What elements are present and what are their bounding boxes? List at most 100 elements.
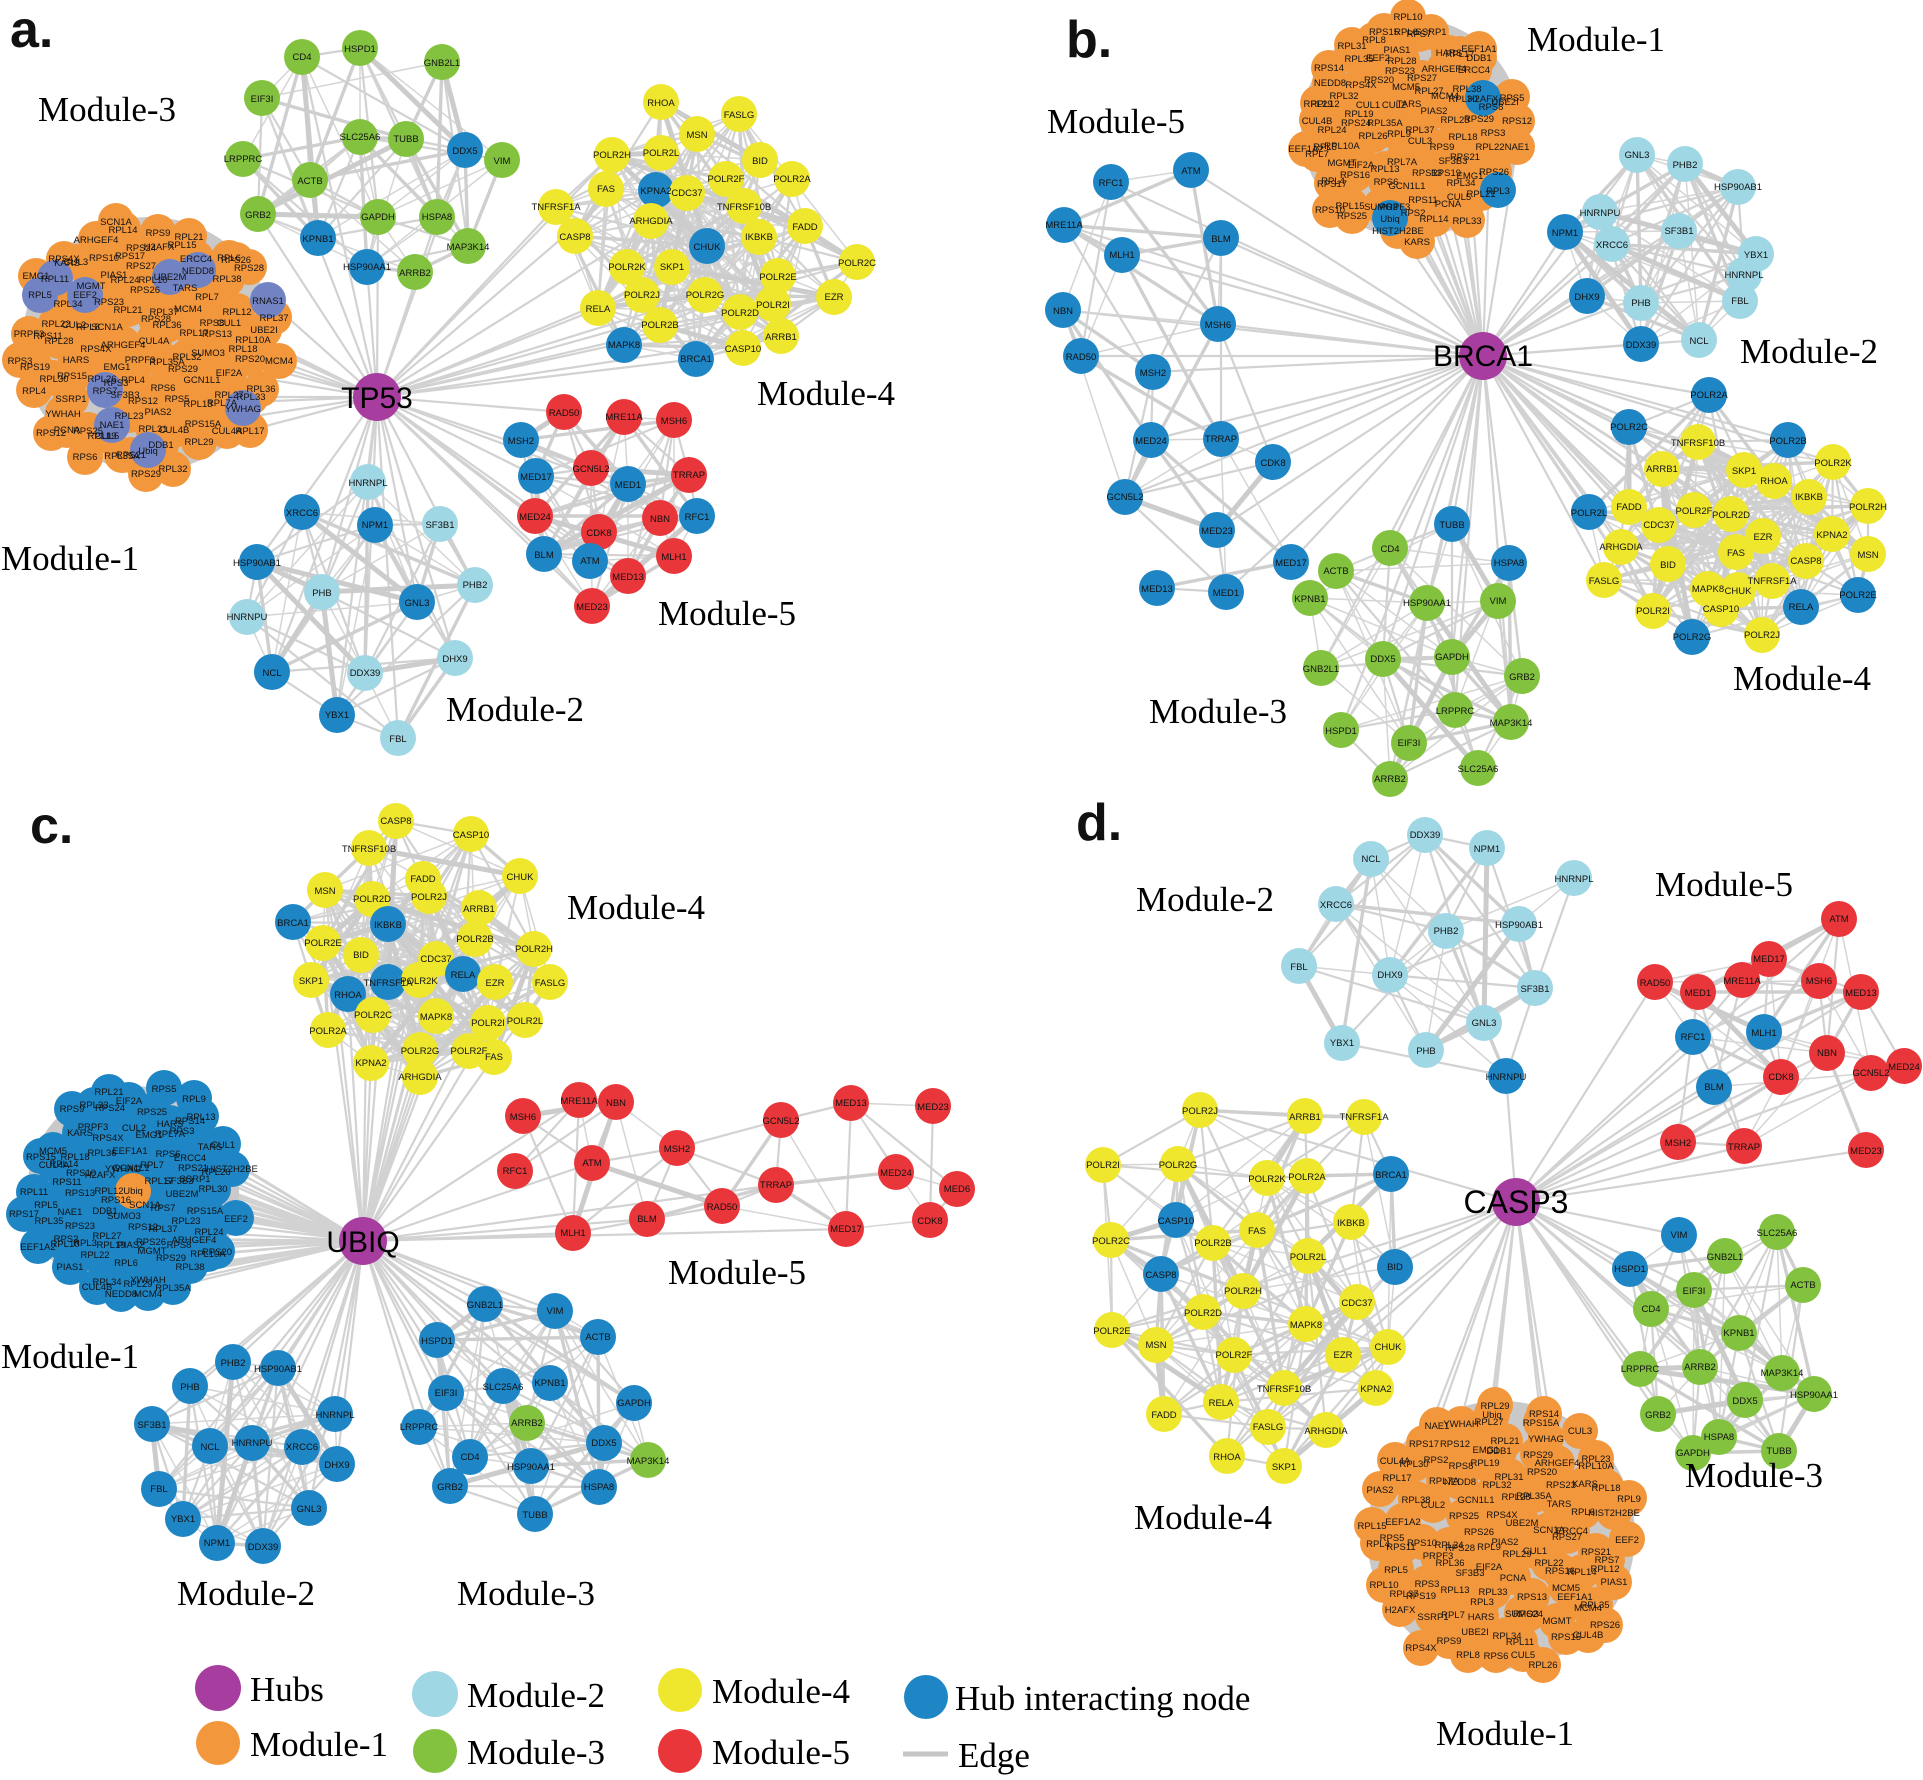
svg-text:TNFRSF10B: TNFRSF10B [717,202,771,213]
svg-text:GRB2: GRB2 [245,210,271,221]
svg-text:ARRB2: ARRB2 [1374,774,1406,785]
svg-text:RPL35A: RPL35A [1367,118,1403,129]
svg-text:UBE2I: UBE2I [250,325,277,336]
svg-text:BID: BID [353,950,369,961]
svg-text:RPL22: RPL22 [41,319,70,330]
svg-text:HSPD1: HSPD1 [1614,1264,1646,1275]
svg-text:IKBKB: IKBKB [745,232,773,243]
svg-text:GAPDH: GAPDH [1435,652,1469,663]
svg-text:POLR2D: POLR2D [721,308,759,319]
svg-text:HNRNPL: HNRNPL [1724,270,1763,281]
svg-text:PRPF3: PRPF3 [78,1122,109,1133]
svg-text:RPS20: RPS20 [1527,1467,1557,1478]
svg-text:DDX5: DDX5 [452,146,477,157]
svg-text:PHB2: PHB2 [1434,926,1459,937]
svg-text:RPL8: RPL8 [1362,35,1386,46]
svg-text:MSH6: MSH6 [1806,976,1832,987]
svg-text:RPL9: RPL9 [182,1094,206,1105]
svg-text:VIM: VIM [1490,596,1507,607]
svg-text:RPL11: RPL11 [41,274,69,285]
svg-text:HSPA8: HSPA8 [1704,1432,1734,1443]
svg-text:RPS26: RPS26 [221,255,251,266]
svg-text:RPL10A: RPL10A [1578,1461,1614,1472]
svg-text:HNRNPU: HNRNPU [232,1438,273,1449]
svg-text:BRCA1: BRCA1 [680,354,712,365]
svg-text:PHB2: PHB2 [463,580,488,591]
svg-text:GCN5L2: GCN5L2 [573,464,610,475]
svg-text:RPS3: RPS3 [1481,128,1506,139]
svg-text:SF3B1: SF3B1 [425,520,454,531]
svg-text:EIF3I: EIF3I [1683,1286,1706,1297]
svg-text:POLR2G: POLR2G [1159,1160,1198,1171]
svg-text:ARHGDIA: ARHGDIA [629,216,673,227]
svg-text:DHX9: DHX9 [1377,970,1402,981]
svg-text:POLR2F: POLR2F [451,1046,488,1057]
svg-text:SLC25A6: SLC25A6 [1757,1228,1798,1239]
svg-text:RPL21: RPL21 [113,305,142,316]
svg-text:SLC25A6: SLC25A6 [483,1382,524,1393]
svg-text:RPL34: RPL34 [92,1277,121,1288]
svg-text:RPL37: RPL37 [148,1224,177,1235]
svg-text:MCM4: MCM4 [174,304,202,315]
svg-text:GNB2L1: GNB2L1 [1707,1252,1743,1263]
svg-text:RPS11: RPS11 [52,1177,81,1188]
svg-text:RPL36: RPL36 [87,1148,116,1159]
svg-text:MAP3K14: MAP3K14 [447,242,490,253]
svg-text:POLR2G: POLR2G [1673,632,1712,643]
svg-text:RPL18: RPL18 [1448,132,1477,143]
svg-text:KARS: KARS [67,1128,93,1139]
svg-text:CASP8: CASP8 [1790,556,1821,567]
svg-text:RPL37: RPL37 [259,313,288,324]
svg-text:RPL34: RPL34 [1492,1631,1521,1642]
svg-text:MGMT: MGMT [1542,1616,1571,1627]
svg-text:NEDD8: NEDD8 [105,1289,137,1300]
svg-text:RPS2: RPS2 [1401,208,1426,219]
svg-text:RPL19: RPL19 [1470,1458,1499,1469]
svg-text:TUBB: TUBB [1766,1446,1791,1457]
svg-text:RPL32: RPL32 [1329,91,1358,102]
svg-text:RPS8: RPS8 [1449,1461,1474,1472]
svg-text:EMG1: EMG1 [104,362,131,373]
svg-text:TRRAP: TRRAP [673,470,705,481]
svg-text:RPS15: RPS15 [26,1152,56,1163]
svg-text:RPL5: RPL5 [1313,142,1337,153]
svg-text:TNFRSF10B: TNFRSF10B [342,844,396,855]
svg-text:RPL18: RPL18 [228,344,257,355]
svg-text:Module-5: Module-5 [668,1253,806,1292]
svg-text:EEF1A1: EEF1A1 [112,1146,147,1157]
svg-text:SCN1A: SCN1A [100,217,132,228]
svg-text:POLR2J: POLR2J [1744,630,1780,641]
svg-text:RPS19: RPS19 [20,362,50,373]
svg-text:RPS3: RPS3 [1415,1579,1440,1590]
svg-text:NAE1: NAE1 [1425,1421,1450,1432]
svg-text:CUL4A: CUL4A [139,336,170,347]
svg-text:YBX1: YBX1 [171,1514,195,1525]
svg-text:TNFRSF1A: TNFRSF1A [1339,1112,1389,1123]
svg-text:POLR2F: POLR2F [1216,1350,1253,1361]
svg-text:RPS9: RPS9 [1430,142,1455,153]
svg-text:RPL14: RPL14 [1419,214,1448,225]
svg-text:CUL3: CUL3 [64,257,88,268]
svg-text:RPL21: RPL21 [94,1087,123,1098]
svg-text:RPS4X: RPS4X [48,254,80,265]
svg-text:Ubiq: Ubiq [123,1186,143,1197]
svg-text:RPL7A: RPL7A [1429,1476,1460,1487]
svg-text:POLR2I: POLR2I [471,1018,505,1029]
svg-text:RPL23: RPL23 [114,411,143,422]
svg-text:YWHAG: YWHAG [225,404,261,415]
svg-text:LRPPRC: LRPPRC [224,154,263,165]
svg-text:Hub interacting node: Hub interacting node [955,1679,1250,1718]
svg-text:PHB2: PHB2 [221,1358,246,1369]
svg-text:SCN1A: SCN1A [129,1200,161,1211]
svg-text:Module-5: Module-5 [1655,865,1793,904]
svg-text:RPS21: RPS21 [1581,1547,1611,1558]
svg-text:POLR2L: POLR2L [1571,508,1607,519]
svg-text:RPL36: RPL36 [1435,1558,1464,1569]
svg-text:RPS23: RPS23 [65,1221,95,1232]
svg-text:CHUK: CHUK [507,872,535,883]
svg-text:XRCC6: XRCC6 [1320,900,1352,911]
svg-text:Module-1: Module-1 [1436,1714,1574,1753]
svg-text:POLR2B: POLR2B [641,320,679,331]
svg-text:RPS29: RPS29 [131,469,161,480]
svg-text:MED13: MED13 [612,572,644,583]
